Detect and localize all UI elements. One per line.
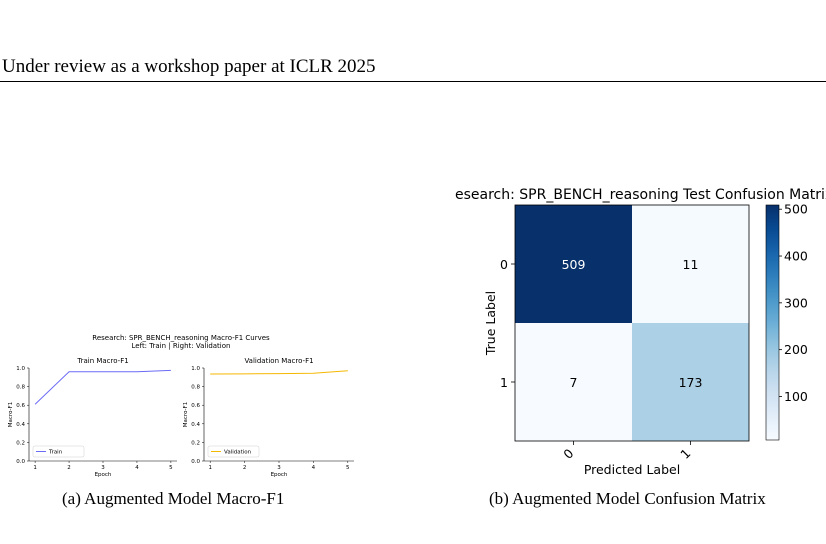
matrix-cell [515,205,632,323]
x-tick-label: 3 [277,465,281,471]
y-tick-label: 0.4 [191,422,200,428]
train-macro-f1-chart: Train Macro-F1 0.0 0.2 0.4 0.6 0.8 1.0 1 2 3 4 5 Epo… [8,357,177,478]
colorbar-tick-label: 200 [784,342,808,357]
y-axis-label: Macro-F1 [8,402,14,427]
cell-value: 11 [683,257,699,272]
matrix-frame [514,204,750,442]
x-tick-label: 2 [243,465,247,471]
x-tick-label: 1 [208,465,212,471]
x-axis-label: Epoch [95,472,112,478]
x-tick-label: 1 [33,465,37,471]
y-tick-label: 1.0 [191,366,200,372]
x-tick-label: 5 [346,465,350,471]
x-axis-label: Epoch [271,472,288,478]
header-text: Under review as a workshop paper at ICLR… [2,56,376,77]
chart-title: Train Macro-F1 [76,357,128,365]
matrix-cell [515,323,632,441]
series-line [34,369,171,405]
cell-value: 7 [570,375,578,390]
x-tick-label: 5 [169,465,173,471]
y-tick-label: 0.4 [16,422,25,428]
x-tick-label: 1 [677,446,693,462]
header-rule [0,81,826,82]
matrix-cell [632,323,749,441]
y-tick-label: 0.8 [191,385,200,391]
colorbar-tick-label: 400 [784,249,808,264]
x-tick-label: 2 [67,465,71,471]
macro-f1-figure: Research: SPR_BENCH_reasoning Macro-F1 C… [8,334,354,478]
y-tick-label: 1 [500,375,508,390]
y-tick-label: 0.6 [16,403,25,409]
confusion-matrix-chart: esearch: SPR_BENCH_reasoning Test Confus… [455,187,826,477]
matrix-cell [632,205,749,323]
cell-value: 509 [562,257,586,272]
page-header: Under review as a workshop paper at ICLR… [0,54,826,82]
x-tick-label: 4 [312,465,316,471]
caption-b: (b) Augmented Model Confusion Matrix [489,489,766,508]
validation-macro-f1-chart: Validation Macro-F1 0.0 0.2 0.4 0.6 0.8 1.0 1 2 3… [183,357,354,478]
y-tick-label: 0 [500,257,508,272]
y-axis-label: Macro-F1 [183,402,189,427]
subtitle: Left: Train | Right: Validation [132,342,231,350]
chart-title: Validation Macro-F1 [244,357,313,365]
cell-value: 173 [679,375,703,390]
x-tick-label: 3 [101,465,105,471]
chart-title: esearch: SPR_BENCH_reasoning Test Confus… [455,187,826,203]
caption-a: (a) Augmented Model Macro-F1 [62,489,285,508]
colorbar-tick-label: 500 [784,202,808,217]
suptitle: Research: SPR_BENCH_reasoning Macro-F1 C… [92,334,270,342]
legend-box [32,445,85,458]
y-tick-label: 0.6 [191,403,200,409]
y-tick-label: 0.0 [191,459,200,465]
y-tick-label: 0.2 [16,440,25,446]
x-tick-label: 4 [135,465,139,471]
y-tick-label: 0.0 [16,459,25,465]
series-line [210,370,348,375]
legend-label: Validation [224,450,252,456]
y-tick-label: 1.0 [16,366,25,372]
x-tick-label: 0 [560,446,576,462]
colorbar [765,204,780,441]
x-axis-label: Predicted Label [584,462,680,477]
confusion-matrix-figure: esearch: SPR_BENCH_reasoning Test Confus… [455,187,826,477]
y-tick-label: 0.8 [16,385,25,391]
legend-box [207,445,260,458]
y-tick-label: 0.2 [191,440,200,446]
colorbar-tick-label: 100 [784,389,808,404]
colorbar-tick-label: 300 [784,295,808,310]
y-axis-label: True Label [483,291,498,356]
legend-label: Train [48,450,63,456]
